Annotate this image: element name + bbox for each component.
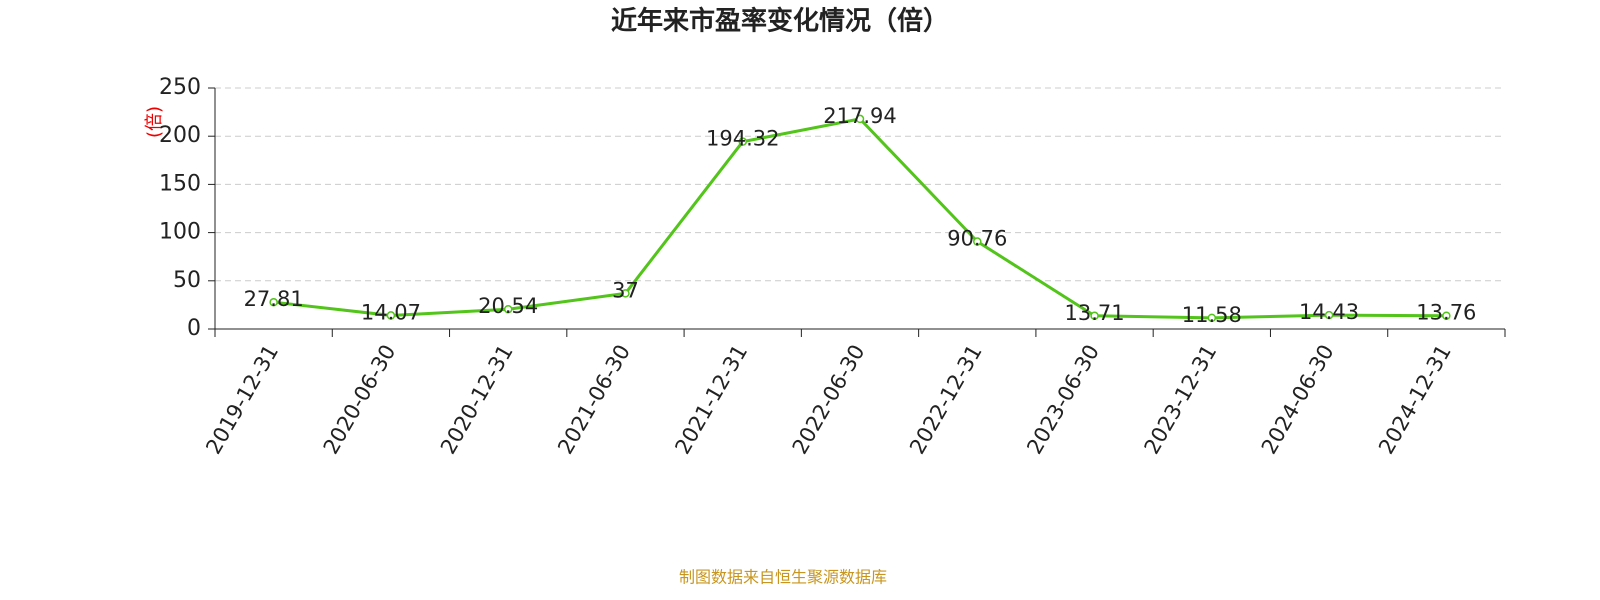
point xyxy=(386,311,396,320)
data-label: 194.32 xyxy=(706,127,779,151)
x-tick-label: 2022-06-30 xyxy=(788,341,870,459)
data-label: 13.71 xyxy=(1064,301,1124,325)
point xyxy=(1442,311,1451,320)
data-label: 14.43 xyxy=(1299,300,1359,324)
data-label: 20.54 xyxy=(478,294,538,318)
x-tick-label: 2021-12-31 xyxy=(670,341,752,459)
data-label: 217.94 xyxy=(823,104,896,128)
data-label: 27.81 xyxy=(244,287,304,311)
data-label: 11.58 xyxy=(1182,303,1242,327)
point xyxy=(621,289,630,298)
x-tick-label: 2024-12-31 xyxy=(1374,341,1456,459)
y-tick-label: 200 xyxy=(159,123,201,148)
x-tick-label: 2023-06-30 xyxy=(1022,341,1104,459)
y-axis-label: (倍) xyxy=(144,106,165,138)
x-tick-label: 2020-12-31 xyxy=(436,341,518,459)
point xyxy=(1324,310,1334,320)
y-tick-label: 250 xyxy=(159,75,201,100)
point xyxy=(1090,311,1099,321)
y-tick-label: 100 xyxy=(159,220,201,245)
x-tick-label: 2023-12-31 xyxy=(1140,341,1222,459)
point xyxy=(1207,313,1217,323)
data-label: 90.76 xyxy=(947,227,1007,251)
x-tick-label: 2020-06-30 xyxy=(319,341,401,459)
x-tick-label: 2021-06-30 xyxy=(553,341,635,459)
point xyxy=(973,237,982,246)
point xyxy=(269,297,278,307)
data-label: 13.76 xyxy=(1416,301,1476,325)
source-note: 制图数据来自恒生聚源数据库 xyxy=(679,568,887,587)
y-tick-label: 50 xyxy=(173,268,201,293)
point xyxy=(503,304,513,314)
y-tick-label: 0 xyxy=(187,316,201,341)
y-tick-label: 150 xyxy=(159,171,201,196)
data-label: 14.07 xyxy=(361,300,421,324)
point xyxy=(738,137,747,146)
data-label: 37 xyxy=(612,278,639,302)
point xyxy=(855,114,865,124)
x-tick-label: 2024-06-30 xyxy=(1257,341,1339,459)
x-tick-label: 2022-12-31 xyxy=(905,341,987,459)
x-tick-label: 2019-12-31 xyxy=(201,341,283,459)
chart-title: 近年来市盈率变化情况（倍） xyxy=(611,6,949,37)
line xyxy=(273,117,1447,320)
